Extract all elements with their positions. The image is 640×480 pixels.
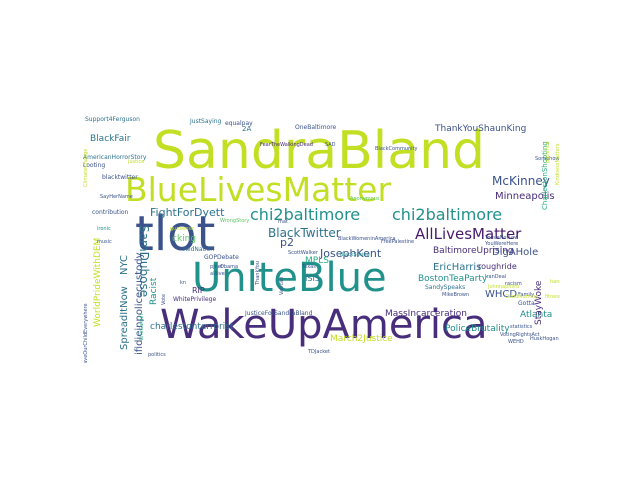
word: ThankYou <box>255 261 261 285</box>
word: Somehow <box>535 156 560 162</box>
word: FreePalestine <box>381 239 415 245</box>
word: Vote <box>161 293 167 305</box>
word: BaltimoreUprising <box>433 246 514 256</box>
word: equalpay <box>225 120 253 127</box>
word: WEHD <box>508 339 524 345</box>
word: WakeUpAmerica <box>160 302 488 348</box>
word: AmericanHorrorStory <box>83 154 147 161</box>
word: ThankYouShaunKing <box>435 124 527 134</box>
word: PoliceBrutality <box>445 324 510 334</box>
word: chi2baltimore <box>392 205 503 224</box>
word: WorldPrideWithDEM <box>93 237 103 327</box>
word: cking <box>172 234 197 244</box>
word: MikeBrown <box>442 292 470 298</box>
word: JosephKent <box>320 247 382 260</box>
word: Looting <box>83 162 106 169</box>
word: justice <box>128 159 145 165</box>
word: FearTheWalkingDead <box>260 142 313 148</box>
word: BlackSpring <box>340 252 370 258</box>
word: WhitePrivilege <box>173 296 217 303</box>
word: NYC <box>119 254 130 275</box>
word: patience <box>545 141 551 163</box>
word: HuskHogan <box>530 336 559 342</box>
word: OneBaltimore <box>295 124 337 131</box>
word: ISIS <box>305 274 320 283</box>
word: Obama <box>220 264 239 270</box>
word: McKinney <box>492 174 550 188</box>
word-cloud: SandraBland BlueLivesMatter tlot UniteBl… <box>80 115 560 363</box>
word: ScottWalker <box>288 250 318 256</box>
word: FightForDyett <box>150 206 225 219</box>
word: Racist <box>149 277 159 305</box>
word: BlueLivesMatter <box>125 170 392 209</box>
word: AllLivesMatter <box>415 225 522 243</box>
word: p2 <box>280 236 294 249</box>
word: KindnessMatters <box>555 143 560 185</box>
word: contribution <box>92 209 129 216</box>
word: Gotta <box>518 300 535 307</box>
word: Support4Ferguson <box>85 116 140 123</box>
word: BlackCommunity <box>375 146 418 152</box>
word: SandraBland <box>153 121 486 181</box>
word: UniteBlue <box>192 255 387 301</box>
word: RIP <box>192 286 205 295</box>
word: SpreadItNow <box>119 286 130 350</box>
word: fitness <box>545 294 560 300</box>
word: BlackWomeninAmerica <box>338 236 396 242</box>
word: JustSaying <box>190 118 222 125</box>
word: pjnet <box>210 264 223 270</box>
word: racism <box>505 281 522 287</box>
word: kn <box>180 280 187 286</box>
word: roughride <box>478 262 517 271</box>
word: Johnnaphiiro <box>488 284 520 290</box>
word: ClimateChange <box>83 148 89 187</box>
word: statistics <box>510 324 533 330</box>
word: GoodMorning <box>505 294 539 300</box>
word: StayWoke <box>534 280 544 325</box>
word: SAD <box>325 142 336 148</box>
word: gunsense <box>170 226 195 232</box>
word: Vatican <box>279 276 285 295</box>
word: WrongStory <box>220 218 250 224</box>
word: MassIncarceration <box>385 309 467 319</box>
word: Minneapolis <box>495 191 555 202</box>
word: handsup <box>550 279 560 285</box>
word: SayHerName <box>100 194 133 200</box>
word: Family <box>518 292 535 298</box>
word: Atlanta <box>520 310 553 320</box>
word: 2A <box>242 125 252 133</box>
word: JusticeForSandraBland <box>245 310 313 317</box>
word: Anonymous <box>350 196 380 202</box>
word: EricGarner <box>139 313 145 340</box>
word: YouWereHere <box>485 241 519 247</box>
word: SaveOurChildEverywhere <box>83 303 89 363</box>
word: RedNation <box>183 246 215 253</box>
word: March2Justice <box>330 334 393 344</box>
word: EricHarris <box>433 262 482 273</box>
word: politics <box>148 352 166 358</box>
word: IranDeal <box>485 274 507 280</box>
word: chi2baltimore <box>250 205 361 224</box>
word: BostonTeaParty <box>418 274 488 284</box>
word: alllive <box>210 271 225 277</box>
word: TDJacket <box>308 349 330 355</box>
word: mat <box>278 219 288 225</box>
word: WHCD <box>485 289 518 300</box>
word: DigAHole <box>492 247 539 258</box>
word: MPLS <box>305 256 329 266</box>
word: blacktwitter <box>102 174 138 181</box>
word: BlackFair <box>90 134 131 144</box>
word: Texas <box>302 264 316 270</box>
word: GOPDebate <box>204 254 239 261</box>
word: SandySpeaks <box>425 284 466 291</box>
word: music <box>97 239 112 245</box>
word: ironic <box>97 226 111 232</box>
word: tlot <box>135 206 216 262</box>
word: charlestonterrorist <box>150 322 234 332</box>
word: VotingRightsAct <box>500 332 540 338</box>
word: YouveNotLow <box>485 235 519 241</box>
word: BlackTwitter <box>268 226 341 240</box>
